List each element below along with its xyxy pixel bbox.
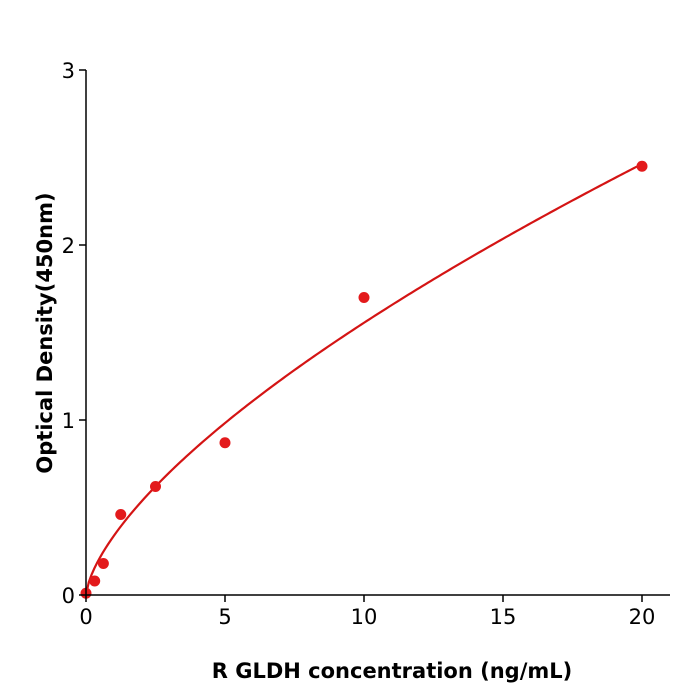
data-point: [636, 160, 648, 172]
data-point: [358, 292, 370, 303]
data-point: [219, 437, 231, 449]
x-tick-label: 5: [218, 605, 231, 629]
y-tick-label: 0: [62, 584, 75, 608]
x-tick-label: 0: [79, 605, 92, 629]
fit-curve: [84, 162, 643, 596]
y-tick-label: 3: [62, 59, 75, 83]
data-point: [150, 481, 161, 492]
data-point: [89, 575, 101, 587]
y-tick-label: 2: [62, 234, 75, 258]
x-axis-label: R GLDH concentration (ng/mL): [212, 659, 573, 683]
data-point: [115, 509, 127, 520]
y-axis-label: Optical Density(450nm): [33, 192, 57, 473]
y-tick-label: 1: [62, 409, 75, 433]
x-tick-label: 20: [629, 605, 656, 629]
x-tick-label: 15: [490, 605, 517, 629]
data-point: [97, 558, 109, 569]
x-tick-label: 10: [351, 605, 378, 629]
